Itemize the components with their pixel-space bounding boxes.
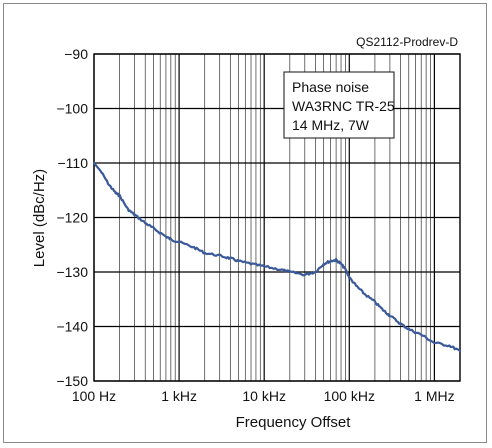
y-tick-label: −90 <box>64 46 88 62</box>
plot-border <box>93 53 461 382</box>
y-tick-label: −150 <box>56 373 88 389</box>
annotation-line-1: Phase noise <box>292 79 369 95</box>
annotation-line-3: 14 MHz, 7W <box>292 117 370 133</box>
grid-major <box>93 53 460 382</box>
x-tick-label: 100 kHz <box>324 388 375 404</box>
y-tick-label: −140 <box>56 319 88 335</box>
x-tick-label: 1 kHz <box>161 388 197 404</box>
phase-noise-series-line <box>92 161 462 353</box>
y-tick-label: −120 <box>56 210 88 226</box>
x-tick-label: 10 kHz <box>242 388 286 404</box>
y-tick-label: −100 <box>56 101 88 117</box>
corner-label: QS2112-Prodrev-D <box>356 35 458 49</box>
y-tick-labels: −90 −100 −110 −120 −130 −140 −150 <box>56 46 88 389</box>
annotation-line-2: WA3RNC TR-25 <box>292 98 395 114</box>
y-axis-label: Level (dBc/Hz) <box>31 169 48 267</box>
x-tick-label: 100 Hz <box>72 388 116 404</box>
y-tick-label: −130 <box>56 264 88 280</box>
x-tick-label: 1 MHz <box>414 388 454 404</box>
annotation-background <box>283 71 395 139</box>
x-tick-labels: 100 Hz 1 kHz 10 kHz 100 kHz 1 MHz <box>72 388 455 404</box>
x-axis-label: Frequency Offset <box>236 414 352 431</box>
annotation-box: Phase noise WA3RNC TR-25 14 MHz, 7W <box>283 71 395 139</box>
y-tick-label: −110 <box>58 155 89 171</box>
